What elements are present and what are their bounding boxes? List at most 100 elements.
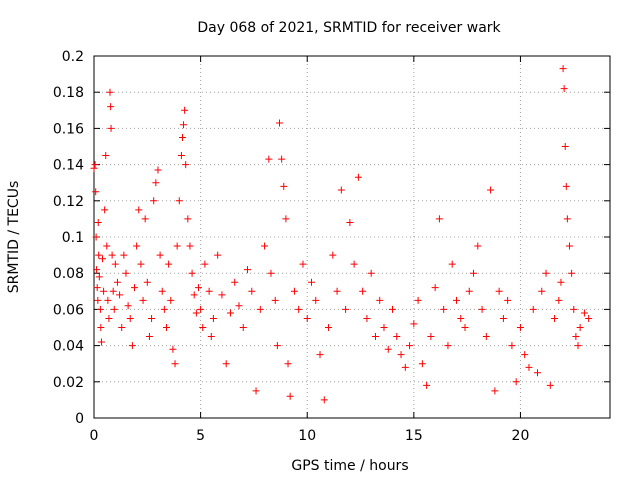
data-point bbox=[261, 242, 269, 250]
data-point bbox=[329, 251, 337, 259]
data-point bbox=[139, 296, 147, 304]
data-point bbox=[474, 242, 482, 250]
data-point bbox=[197, 305, 205, 313]
data-point bbox=[286, 392, 294, 400]
data-point bbox=[111, 260, 119, 268]
data-point bbox=[265, 155, 273, 163]
data-point bbox=[273, 342, 281, 350]
data-point bbox=[440, 305, 448, 313]
data-point bbox=[342, 305, 350, 313]
data-point bbox=[126, 314, 134, 322]
data-point bbox=[401, 363, 409, 371]
data-point bbox=[118, 324, 126, 331]
data-point bbox=[190, 291, 198, 299]
data-point bbox=[282, 215, 290, 223]
data-point bbox=[239, 324, 247, 331]
data-point bbox=[104, 296, 112, 304]
data-point bbox=[562, 182, 570, 190]
data-point bbox=[290, 287, 298, 295]
data-point bbox=[491, 387, 499, 395]
data-point bbox=[92, 233, 100, 241]
data-point bbox=[226, 309, 234, 317]
data-point bbox=[393, 333, 401, 341]
data-point bbox=[93, 266, 101, 274]
data-point bbox=[367, 269, 375, 277]
data-point bbox=[557, 278, 565, 286]
data-point bbox=[97, 338, 105, 346]
data-point bbox=[209, 314, 217, 322]
data-point bbox=[470, 269, 478, 277]
data-point bbox=[90, 164, 98, 172]
data-point bbox=[106, 88, 114, 96]
data-point bbox=[521, 351, 529, 359]
y-tick-label: 0.02 bbox=[53, 375, 84, 391]
y-tick-label: 0.08 bbox=[53, 266, 84, 282]
data-point bbox=[160, 305, 168, 313]
data-point bbox=[92, 188, 100, 196]
data-point bbox=[91, 161, 99, 169]
y-tick-label: 0.16 bbox=[53, 121, 84, 137]
data-point bbox=[214, 251, 222, 259]
data-point bbox=[207, 333, 215, 341]
data-point bbox=[320, 396, 328, 404]
data-point bbox=[150, 197, 158, 205]
data-point bbox=[371, 333, 379, 341]
data-point bbox=[542, 269, 550, 277]
data-point bbox=[276, 119, 284, 127]
data-point bbox=[128, 342, 136, 350]
data-point bbox=[534, 369, 542, 377]
data-point bbox=[145, 333, 153, 341]
y-axis-label: SRMTID / TECUs bbox=[6, 181, 22, 294]
data-point bbox=[295, 305, 303, 313]
data-point bbox=[97, 324, 105, 331]
data-point bbox=[376, 296, 384, 304]
data-point bbox=[99, 255, 107, 263]
y-tick-label: 0.14 bbox=[53, 158, 84, 174]
data-point bbox=[101, 206, 109, 214]
plot-frame bbox=[93, 55, 611, 419]
grid-lines bbox=[94, 56, 610, 418]
y-tick-label: 0.12 bbox=[53, 194, 84, 210]
data-point bbox=[312, 296, 320, 304]
data-point bbox=[538, 287, 546, 295]
data-point bbox=[316, 351, 324, 359]
data-point bbox=[574, 342, 582, 350]
data-point bbox=[93, 284, 101, 292]
data-point bbox=[94, 219, 102, 227]
data-point bbox=[504, 296, 512, 304]
data-point bbox=[165, 260, 173, 268]
data-point bbox=[572, 333, 580, 341]
data-point bbox=[116, 291, 124, 299]
data-point bbox=[495, 287, 503, 295]
data-point bbox=[565, 242, 573, 250]
data-point bbox=[325, 324, 333, 331]
data-point bbox=[248, 287, 256, 295]
data-point bbox=[102, 152, 110, 160]
x-axis-label: GPS time / hours bbox=[291, 458, 408, 474]
data-point bbox=[555, 296, 563, 304]
data-point bbox=[94, 296, 102, 304]
data-point bbox=[100, 287, 108, 295]
data-point bbox=[162, 324, 170, 331]
data-point bbox=[218, 291, 226, 299]
data-point bbox=[169, 345, 177, 353]
data-point bbox=[137, 260, 145, 268]
data-point bbox=[205, 287, 213, 295]
data-point bbox=[333, 287, 341, 295]
x-tick-label: 20 bbox=[512, 428, 530, 444]
x-tick-label: 5 bbox=[196, 428, 205, 444]
data-point bbox=[222, 360, 230, 368]
data-point bbox=[457, 314, 465, 322]
data-point bbox=[397, 351, 405, 359]
data-point bbox=[303, 314, 311, 322]
data-point bbox=[551, 314, 559, 322]
data-point bbox=[199, 324, 207, 331]
data-point bbox=[107, 103, 115, 111]
chart-title: Day 068 of 2021, SRMTID for receiver war… bbox=[197, 20, 501, 36]
data-point bbox=[284, 360, 292, 368]
data-point bbox=[529, 305, 537, 313]
data-point bbox=[516, 324, 524, 331]
data-point bbox=[95, 251, 103, 259]
data-point bbox=[122, 269, 130, 277]
